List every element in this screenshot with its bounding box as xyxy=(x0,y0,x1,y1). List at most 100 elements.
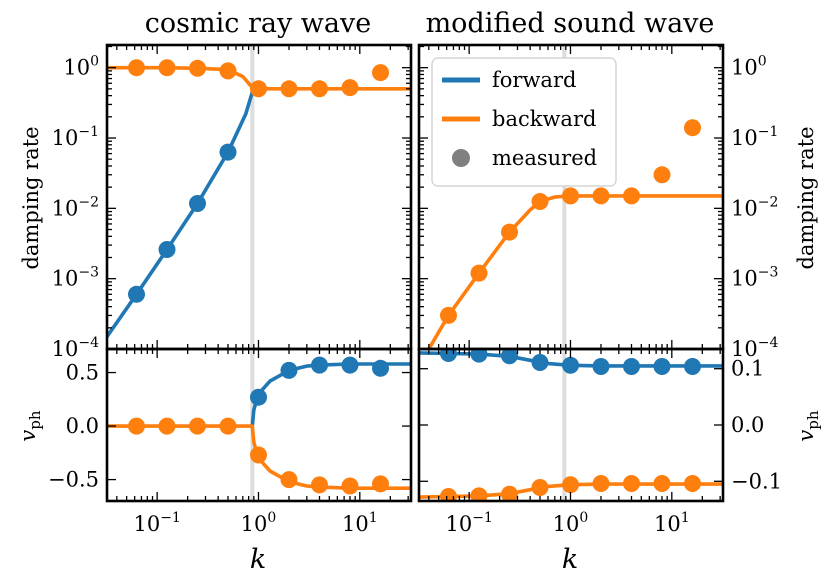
point-forward xyxy=(250,388,267,406)
point-forward xyxy=(158,241,176,258)
point-backward xyxy=(341,477,359,495)
plot-area xyxy=(419,349,723,501)
line-backward xyxy=(107,65,411,91)
panel-frame xyxy=(417,347,725,503)
ylabel-left-vph: vph xyxy=(16,410,44,441)
y-tick-label: 10−3 xyxy=(52,265,99,291)
point-backward xyxy=(440,306,457,324)
point-forward xyxy=(592,358,610,375)
point-backward xyxy=(653,166,671,184)
point-backward xyxy=(623,475,640,492)
point-backward xyxy=(623,187,640,205)
point-backward xyxy=(250,80,267,98)
ylabel-right-vph: vph xyxy=(794,410,822,441)
title-sound-wave: modified sound wave xyxy=(426,8,715,39)
point-backward xyxy=(562,187,579,205)
line-forward xyxy=(107,90,255,339)
point-forward xyxy=(189,195,206,212)
legend-forward-label: forward xyxy=(492,68,576,92)
y-tick-label: 0.1 xyxy=(731,357,764,381)
legend-box xyxy=(431,57,617,187)
title-cosmic-ray: cosmic ray wave xyxy=(145,8,371,39)
point-forward xyxy=(128,285,145,303)
panel-sound-wave-vph: 10−1 100 101 0.1 0.0 −0.1 xyxy=(417,347,782,536)
y-tick-label: 100 xyxy=(731,54,767,80)
x-tick-label: 10−1 xyxy=(445,510,492,536)
ylabel-right-damping: damping rate xyxy=(794,126,818,269)
point-backward xyxy=(158,417,176,435)
point-backward xyxy=(592,187,610,205)
legend-measured-swatch xyxy=(452,149,470,167)
y-tick-label: 10−3 xyxy=(731,265,778,291)
legend-measured-label: measured xyxy=(492,146,597,170)
point-backward xyxy=(470,487,488,501)
point-backward xyxy=(592,475,610,492)
point-backward xyxy=(372,475,389,493)
point-forward xyxy=(684,358,701,375)
point-forward xyxy=(372,359,389,377)
point-backward xyxy=(470,264,488,282)
point-backward xyxy=(684,475,701,492)
point-backward xyxy=(311,476,328,494)
point-backward xyxy=(311,80,328,98)
plot-area xyxy=(107,45,411,349)
point-forward xyxy=(341,356,359,374)
x-tick-label: 101 xyxy=(342,510,378,536)
point-backward xyxy=(250,446,267,464)
point-forward xyxy=(219,143,237,161)
point-backward xyxy=(189,417,206,435)
y-tick-label: 10−4 xyxy=(52,335,99,361)
point-backward xyxy=(189,59,206,77)
point-backward xyxy=(158,59,176,77)
y-tick-label: 10−2 xyxy=(731,194,778,220)
point-backward xyxy=(341,79,359,97)
point-backward xyxy=(372,64,389,82)
point-backward xyxy=(531,193,549,210)
x-tick-label: 10−1 xyxy=(133,510,180,536)
point-forward xyxy=(531,354,549,371)
y-tick-label: 10−1 xyxy=(731,124,778,150)
point-backward xyxy=(501,223,518,241)
x-tick-label: 100 xyxy=(553,510,589,536)
y-tick-label: 0.0 xyxy=(731,413,764,437)
point-backward xyxy=(653,475,671,492)
panel-cosmic-ray-damping: 100 10−1 10−2 10−3 10−4 xyxy=(52,43,413,361)
point-forward xyxy=(440,349,457,362)
point-backward xyxy=(562,476,579,494)
y-tick-label: 0.5 xyxy=(66,361,99,385)
point-backward xyxy=(219,62,237,80)
y-tick-label: −0.5 xyxy=(48,468,99,492)
point-backward xyxy=(280,80,298,98)
ylabel-left-damping: damping rate xyxy=(19,126,43,269)
point-forward xyxy=(470,349,488,363)
y-tick-label: 10−4 xyxy=(731,335,778,361)
legend: forward backward measured xyxy=(431,57,617,187)
point-backward xyxy=(219,417,237,435)
y-tick-label: −0.1 xyxy=(731,469,782,493)
point-forward xyxy=(311,356,328,374)
legend-backward-label: backward xyxy=(492,107,596,131)
y-tick-label: 0.0 xyxy=(66,414,99,438)
point-forward xyxy=(653,358,671,375)
xlabel-left: k xyxy=(250,544,266,575)
point-backward xyxy=(440,488,457,501)
y-tick-label: 10−2 xyxy=(52,194,99,220)
point-backward xyxy=(684,119,701,137)
y-tick-label: 100 xyxy=(63,54,99,80)
point-backward xyxy=(501,485,518,501)
panel-frame xyxy=(105,347,413,503)
point-forward xyxy=(280,361,298,379)
panel-sound-wave-damping: 100 10−1 10−2 10−3 10−4 xyxy=(417,43,778,361)
x-tick-label: 100 xyxy=(241,510,277,536)
point-backward xyxy=(280,471,298,489)
xlabel-right: k xyxy=(562,544,578,575)
point-forward xyxy=(501,349,518,365)
x-tick-label: 101 xyxy=(654,510,690,536)
point-forward xyxy=(562,356,579,374)
panel-cosmic-ray-vph: 10−1 100 101 0.5 0.0 −0.5 xyxy=(48,347,413,536)
point-backward xyxy=(128,59,145,77)
point-backward xyxy=(531,479,549,496)
plot-area xyxy=(426,45,723,349)
plot-area xyxy=(107,349,411,501)
